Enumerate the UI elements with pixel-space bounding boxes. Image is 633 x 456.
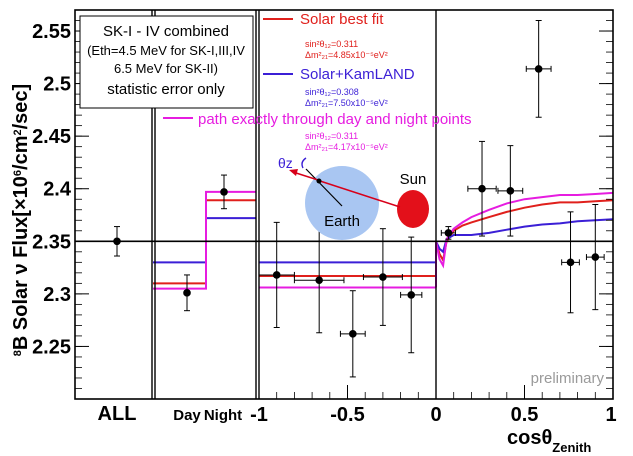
y-tick-label-4: 2.45 [32, 126, 71, 148]
earth-circle [305, 166, 379, 240]
data-point-all [113, 237, 121, 246]
info-box-frame [79, 15, 254, 109]
legend-param1-solar-best-fit: sin²θ₁₂=0.311 [305, 39, 358, 49]
legend-label-solar-best-fit: Solar best fit [300, 11, 384, 28]
info-box-line-1: SK-I - IV combined [103, 23, 229, 40]
data-point-2 [349, 330, 357, 338]
info-box-line-4: statistic error only [107, 81, 225, 98]
y-tick-label-0: 2.25 [32, 336, 71, 358]
data-point-4 [407, 291, 416, 299]
category-label-night: Night [204, 407, 242, 424]
info-box: SK-I - IV combined (Eth=4.5 MeV for SK-I… [79, 15, 254, 109]
y-tick-label-5: 2.5 [43, 74, 71, 96]
rising-curve-solar-kamland [435, 218, 614, 263]
info-box-line-3: 6.5 MeV for SK-II) [114, 61, 218, 76]
data-point-9 [566, 258, 575, 267]
angle-arc [301, 157, 307, 169]
x-tick-label-0: -1 [250, 404, 268, 426]
category-label-all: ALL [98, 403, 137, 425]
sun-ray [319, 180, 401, 208]
sun-circle [397, 190, 429, 228]
tick-labels: 2.25 2.3 2.35 2.4 2.45 2.5 2.55 -1 -0.5 0 0.5 1 ALL D… [32, 21, 617, 426]
y-tick-label-6: 2.55 [32, 21, 71, 43]
category-label-day: Day [173, 407, 201, 424]
data-point-0 [272, 271, 281, 279]
info-box-line-2: (Eth=4.5 MeV for SK-I,III,IV [87, 43, 245, 58]
legend-param2-day-night-path: Δm²₂₁=4.17x10⁻⁵eV² [305, 142, 388, 152]
zenith-diagram: Earth Sun θz [278, 155, 429, 240]
data-point-day [183, 289, 191, 297]
step-curve-day-night-path [153, 190, 256, 290]
plot-border [74, 9, 614, 400]
data-point-6 [478, 184, 486, 193]
arrow-head [289, 169, 298, 176]
detector-dot [316, 178, 322, 184]
x-tick-label-2: 0 [430, 404, 441, 426]
y-axis-title: 8B Solar ν Flux[×106/cm2/sec] [10, 84, 32, 356]
legend-param1-solar-kamland: sin²θ₁₂=0.308 [305, 87, 359, 97]
arrow-shaft [292, 171, 319, 181]
data-point-7 [506, 187, 515, 195]
legend-param1-day-night-path: sin²θ₁₂=0.311 [305, 131, 358, 141]
data-point-8 [534, 65, 543, 73]
rising-curve-solar-best-fit [435, 199, 614, 276]
preliminary-watermark: preliminary [531, 370, 605, 387]
legend-label-day-night-path: path exactly through day and night point… [198, 111, 472, 128]
y-tick-label-1: 2.3 [43, 284, 71, 306]
x-tick-label-3: 0.5 [511, 404, 539, 426]
legend-label-solar-kamland: Solar+KamLAND [300, 66, 415, 83]
data-points [113, 20, 605, 378]
earth-label: Earth [324, 213, 360, 230]
data-point-10 [591, 253, 600, 261]
y-tick-label-3: 2.4 [43, 179, 72, 201]
legend: Solar best fit sin²θ₁₂=0.311 Δm²₂₁=4.85x… [163, 11, 472, 152]
legend-param2-solar-kamland: Δm²₂₁=7.50x10⁻⁵eV² [305, 98, 388, 108]
theta-z-label: θz [278, 155, 293, 171]
model-curves [153, 190, 614, 290]
x-axis-title: cosθZenith [507, 427, 591, 455]
data-point-3 [379, 273, 387, 281]
rising-curve-day-night-path [435, 191, 614, 288]
y-tick-label-2: 2.35 [32, 231, 71, 253]
x-tick-label-1: -0.5 [330, 404, 364, 426]
data-point-1 [315, 276, 323, 284]
legend-param2-solar-best-fit: Δm²₂₁=4.85x10⁻⁵eV² [305, 50, 388, 60]
step-curve-solar-kamland [153, 217, 256, 264]
data-point-night [220, 188, 228, 196]
x-tick-label-4: 1 [605, 404, 616, 426]
zenith-axis [305, 168, 343, 207]
data-point-5 [444, 229, 453, 237]
sun-label: Sun [400, 171, 427, 188]
